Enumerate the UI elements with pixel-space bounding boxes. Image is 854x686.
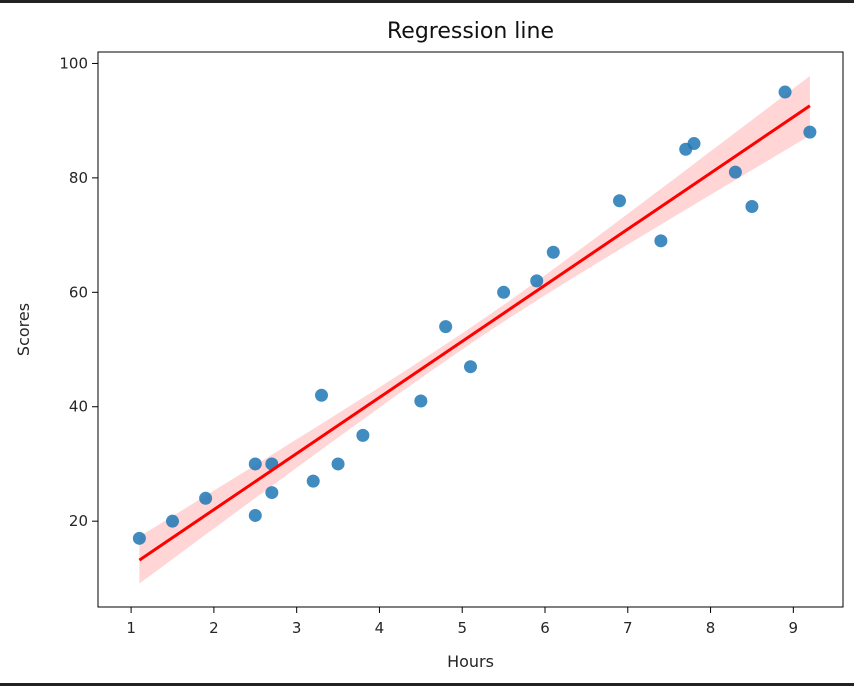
y-tick-label: 100 bbox=[59, 54, 88, 72]
x-tick-label: 2 bbox=[209, 619, 219, 637]
data-point bbox=[654, 234, 668, 248]
x-tick-label: 1 bbox=[126, 619, 136, 637]
data-point bbox=[439, 320, 453, 334]
data-point bbox=[613, 194, 626, 208]
data-point bbox=[356, 428, 370, 442]
data-point bbox=[132, 531, 146, 545]
data-point bbox=[315, 388, 328, 402]
x-axis-label: Hours bbox=[447, 652, 494, 671]
x-tick-label: 9 bbox=[789, 619, 799, 637]
y-tick-label: 20 bbox=[69, 512, 88, 530]
data-point bbox=[745, 199, 759, 213]
confidence-band bbox=[139, 76, 810, 584]
data-point bbox=[414, 394, 428, 408]
x-tick-label: 8 bbox=[706, 619, 716, 637]
plot-area: 1 2 3 4 5 6 7 8 9 20 40 60 80 100 bbox=[59, 51, 844, 637]
x-tick-label: 4 bbox=[375, 619, 385, 637]
data-point bbox=[497, 285, 511, 299]
y-tick-label: 80 bbox=[69, 169, 88, 187]
data-point bbox=[166, 514, 179, 528]
data-point bbox=[687, 137, 701, 151]
x-tick-label: 3 bbox=[292, 619, 302, 637]
data-point bbox=[464, 360, 477, 374]
data-point bbox=[331, 457, 345, 471]
data-point bbox=[778, 85, 792, 99]
data-point bbox=[530, 274, 544, 288]
data-point bbox=[265, 486, 279, 500]
y-tick-label: 60 bbox=[69, 283, 88, 301]
data-point bbox=[546, 245, 560, 259]
data-point bbox=[728, 165, 742, 179]
regression-line bbox=[138, 104, 811, 562]
plot-border bbox=[97, 51, 844, 608]
y-axis-label: Scores bbox=[14, 303, 33, 356]
x-tick-label: 7 bbox=[623, 619, 633, 637]
data-point bbox=[248, 457, 262, 471]
chart-svg: Regression line 1 2 3 4 5 6 7 8 9 20 40 60 80 100 Hou… bbox=[14, 19, 844, 671]
data-point bbox=[199, 491, 213, 505]
data-point bbox=[248, 508, 262, 522]
x-tick-label: 5 bbox=[457, 619, 467, 637]
chart-title: Regression line bbox=[387, 19, 554, 44]
y-tick-label: 40 bbox=[69, 398, 88, 416]
data-point bbox=[306, 474, 320, 488]
x-tick-label: 6 bbox=[540, 619, 550, 637]
data-point bbox=[803, 125, 817, 139]
